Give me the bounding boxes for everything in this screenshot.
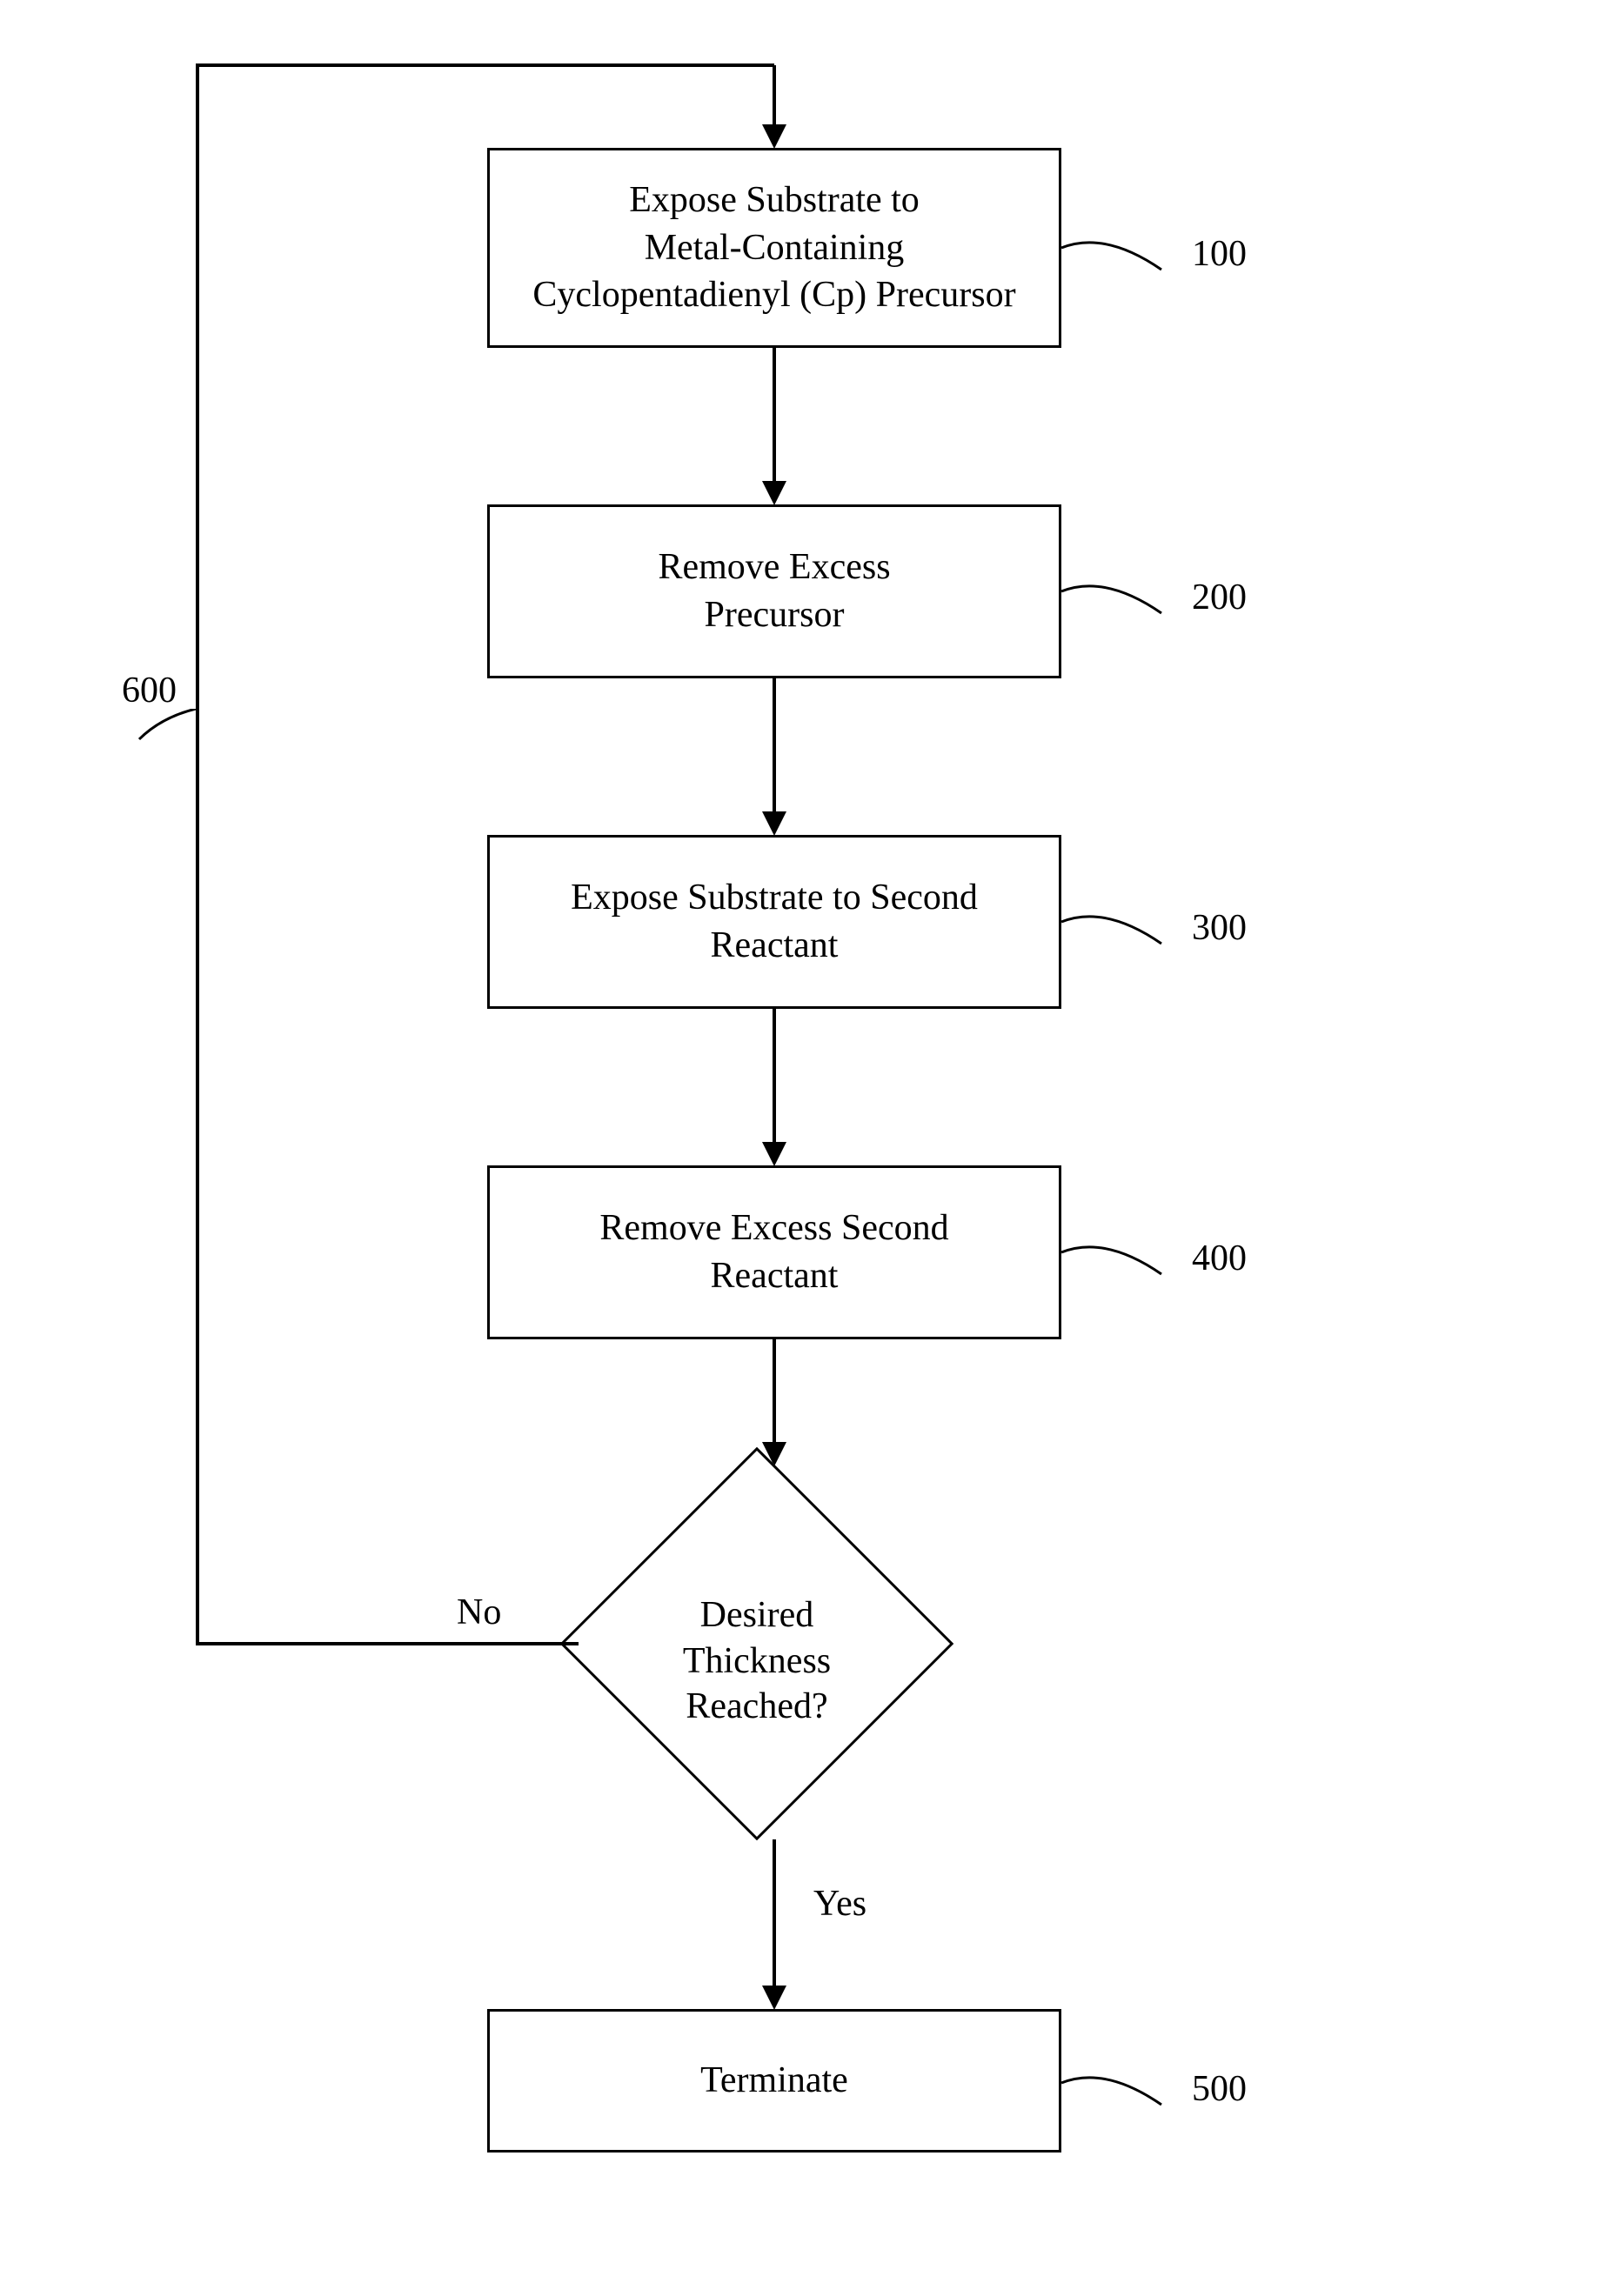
arrow-top-to-box1 <box>773 65 776 126</box>
ref-label-600: 600 <box>122 670 177 711</box>
decision-text-container: Desired Thickness Reached? <box>600 1505 913 1818</box>
arrowhead-box2-box3 <box>762 811 786 836</box>
loop-line-horizontal-top <box>196 63 774 67</box>
terminate-box: Terminate <box>487 2009 1061 2152</box>
process-box-4: Remove Excess Second Reactant <box>487 1165 1061 1339</box>
ref-label-200: 200 <box>1192 577 1247 618</box>
ref-curve-300 <box>1061 909 1183 961</box>
arrowhead-box1-box2 <box>762 481 786 505</box>
flowchart-container: Expose Substrate to Metal-Containing Cyc… <box>0 0 1599 2296</box>
box1-text: Expose Substrate to Metal-Containing Cyc… <box>532 177 1015 319</box>
arrow-box4-to-decision <box>773 1339 776 1444</box>
no-label: No <box>457 1592 501 1633</box>
process-box-2: Remove Excess Precursor <box>487 504 1061 678</box>
arrow-decision-to-box5 <box>773 1839 776 1987</box>
loop-line-horizontal-bottom <box>196 1642 579 1645</box>
ref-curve-600 <box>135 709 200 744</box>
ref-label-500: 500 <box>1192 2068 1247 2110</box>
ref-curve-200 <box>1061 578 1183 631</box>
box4-text: Remove Excess Second Reactant <box>599 1205 948 1299</box>
ref-curve-100 <box>1061 235 1183 287</box>
arrow-box1-to-box2 <box>773 348 776 483</box>
box3-text: Expose Substrate to Second Reactant <box>571 874 978 969</box>
arrow-box2-to-box3 <box>773 678 776 813</box>
box5-text: Terminate <box>700 2057 848 2105</box>
arrowhead-decision-box5 <box>762 1986 786 2010</box>
process-box-3: Expose Substrate to Second Reactant <box>487 835 1061 1009</box>
arrow-box3-to-box4 <box>773 1009 776 1144</box>
box2-text: Remove Excess Precursor <box>658 544 890 638</box>
ref-curve-500 <box>1061 2070 1183 2122</box>
yes-label: Yes <box>813 1883 866 1925</box>
ref-label-100: 100 <box>1192 233 1247 275</box>
decision-text: Desired Thickness Reached? <box>683 1592 831 1730</box>
loop-line-vertical <box>196 63 199 1645</box>
arrowhead-box3-box4 <box>762 1142 786 1166</box>
ref-curve-400 <box>1061 1239 1183 1292</box>
process-box-1: Expose Substrate to Metal-Containing Cyc… <box>487 148 1061 348</box>
ref-label-300: 300 <box>1192 907 1247 949</box>
ref-label-400: 400 <box>1192 1238 1247 1279</box>
arrowhead-top <box>762 124 786 149</box>
